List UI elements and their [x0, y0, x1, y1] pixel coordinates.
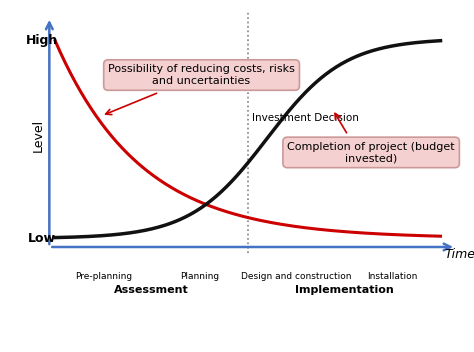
Text: Planning: Planning [180, 272, 219, 281]
Text: Design and construction: Design and construction [241, 272, 351, 281]
Text: Completion of project (budget
invested): Completion of project (budget invested) [287, 142, 455, 163]
Text: Level: Level [31, 119, 44, 152]
Text: Low: Low [27, 232, 55, 245]
Text: Time: Time [444, 248, 474, 261]
Text: Assessment: Assessment [114, 285, 189, 295]
Text: Investment Decision: Investment Decision [252, 113, 358, 123]
Text: Implementation: Implementation [295, 285, 393, 295]
Text: High: High [26, 34, 58, 47]
Text: Possibility of reducing costs, risks
and uncertainties: Possibility of reducing costs, risks and… [108, 64, 295, 86]
Text: Pre-planning: Pre-planning [75, 272, 132, 281]
Text: Installation: Installation [367, 272, 418, 281]
